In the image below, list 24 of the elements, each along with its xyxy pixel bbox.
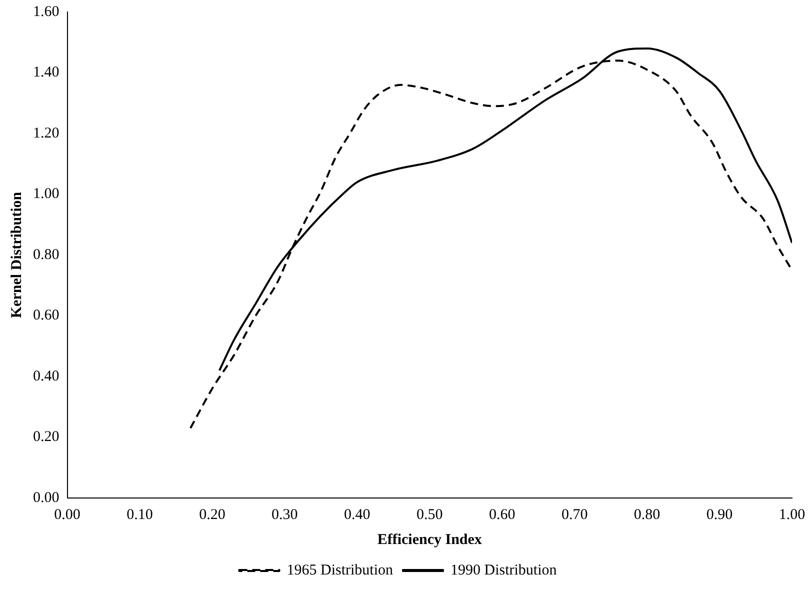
y-tick-label: 1.00 [33, 186, 60, 202]
y-tick-label: 0.60 [33, 308, 60, 324]
legend-label: 1990 Distribution [450, 562, 558, 578]
x-tick-label: 0.00 [54, 506, 80, 523]
y-tick-label: 1.40 [33, 64, 60, 81]
x-tick-label: 0.90 [706, 506, 733, 523]
x-tick-label: 0.40 [344, 506, 370, 523]
y-tick-label: 1.60 [33, 4, 60, 20]
x-tick-label: 0.80 [634, 506, 660, 523]
x-tick-label: 0.50 [416, 506, 443, 523]
y-axis-title: Kernel Distribution [8, 191, 25, 318]
x-tick-label: 0.10 [126, 506, 153, 523]
x-tick-label: 0.30 [272, 506, 298, 523]
y-tick-label: 0.00 [33, 490, 60, 506]
x-tick-label: 0.60 [488, 506, 516, 523]
x-tick-label: 1.00 [778, 506, 806, 523]
y-tick-label: 1.20 [33, 125, 60, 142]
legend-label: 1965 Distribution [286, 562, 394, 578]
y-tick-label: 0.80 [33, 246, 60, 263]
x-tick-label: 0.20 [199, 506, 226, 523]
x-axis-title: Efficiency Index [377, 532, 482, 548]
y-tick-label: 0.20 [33, 429, 60, 446]
x-tick-label: 0.70 [561, 506, 588, 523]
y-tick-label: 0.40 [33, 368, 60, 384]
